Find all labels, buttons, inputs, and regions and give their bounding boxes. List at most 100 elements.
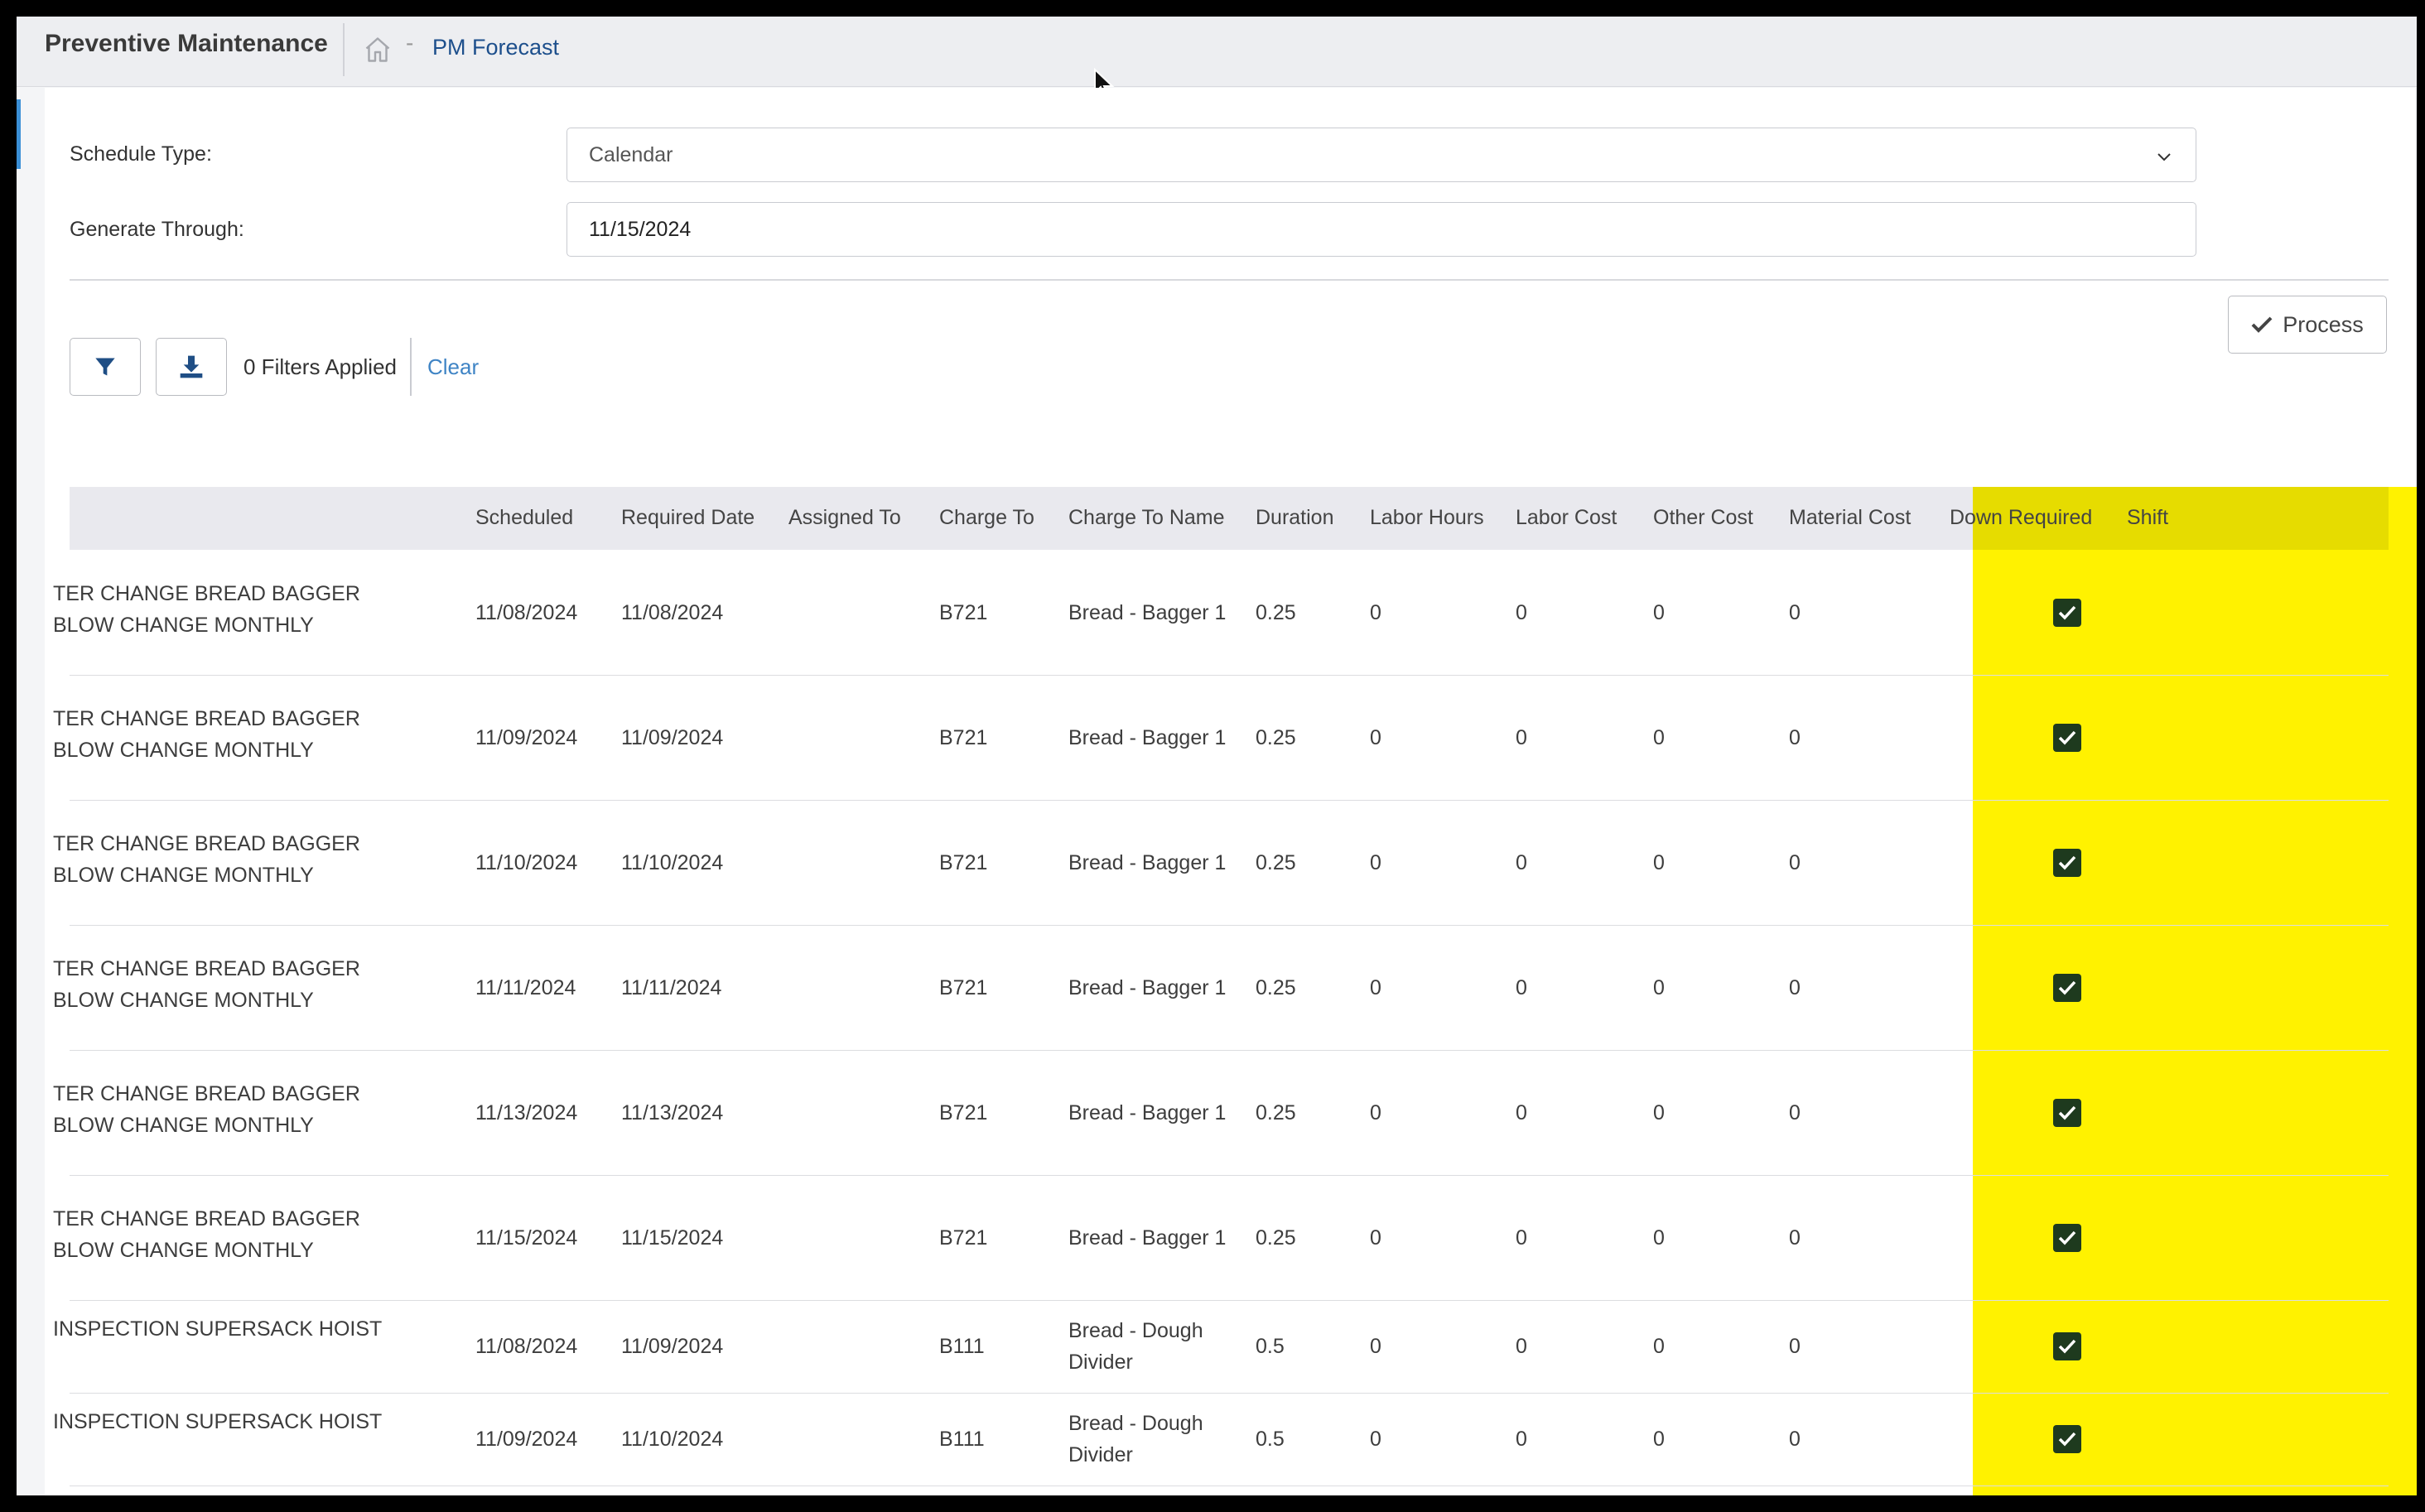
down-required-checkbox[interactable] <box>2053 598 2081 627</box>
filters-applied-text: 0 Filters Applied <box>243 354 397 379</box>
breadcrumb-current[interactable]: PM Forecast <box>432 35 560 60</box>
cell-labor-cost: 0 <box>1516 1428 1527 1451</box>
cell-labor-cost: 0 <box>1516 850 1527 874</box>
cell-description: TER CHANGE BREAD BAGGER BLOW CHANGE MONT… <box>53 1207 360 1262</box>
header-highlight <box>1973 487 2389 550</box>
column-other-cost[interactable]: Other Cost <box>1653 506 1753 529</box>
table-row[interactable]: INSPECTION SUPERSACK HOIST11/10/202411/1… <box>70 1486 2389 1495</box>
filter-button[interactable] <box>70 338 141 396</box>
cell-charge-to-name: Bread - Bagger 1 <box>1068 850 1227 874</box>
process-button[interactable]: Process <box>2228 296 2387 354</box>
down-required-checkbox[interactable] <box>2053 973 2081 1002</box>
page-title: Preventive Maintenance <box>45 30 328 57</box>
checkmark-icon <box>2058 1339 2076 1354</box>
column-labor-hours[interactable]: Labor Hours <box>1370 506 1484 529</box>
cell-description: TER CHANGE BREAD BAGGER BLOW CHANGE MONT… <box>53 707 360 762</box>
cell-other-cost: 0 <box>1653 1428 1665 1451</box>
cell-duration: 0.25 <box>1256 1225 1296 1250</box>
cell-labor-hours: 0 <box>1370 725 1381 749</box>
download-button[interactable] <box>156 338 227 396</box>
schedule-type-value: Calendar <box>589 143 673 166</box>
cell-duration: 0.25 <box>1256 850 1296 874</box>
column-material-cost[interactable]: Material Cost <box>1789 506 1912 529</box>
down-required-checkbox[interactable] <box>2053 1098 2081 1127</box>
cell-scheduled: 11/11/2024 <box>475 975 576 999</box>
grid-header: Scheduled Required Date Assigned To Char… <box>70 487 2389 550</box>
cell-description: INSPECTION SUPERSACK HOIST <box>53 1410 383 1433</box>
clear-filters-link[interactable]: Clear <box>427 354 480 379</box>
cell-labor-cost: 0 <box>1516 1335 1527 1358</box>
cell-labor-hours: 0 <box>1370 1225 1381 1250</box>
cell-material-cost: 0 <box>1789 1428 1801 1451</box>
generate-through-input[interactable]: 11/15/2024 <box>566 202 2196 257</box>
cell-labor-cost: 0 <box>1516 1225 1527 1250</box>
toolbar-divider <box>410 338 412 396</box>
down-required-checkbox[interactable] <box>2053 1223 2081 1252</box>
cell-charge-to-name: Bread - Bagger 1 <box>1068 600 1227 624</box>
column-shift[interactable]: Shift <box>2127 506 2169 529</box>
cell-material-cost: 0 <box>1789 725 1801 749</box>
down-required-checkbox[interactable] <box>2053 723 2081 752</box>
cell-other-cost: 0 <box>1653 725 1665 749</box>
cell-other-cost: 0 <box>1653 1335 1665 1358</box>
column-charge-to[interactable]: Charge To <box>939 506 1034 529</box>
table-row[interactable]: INSPECTION SUPERSACK HOIST 11/08/2024 11/0… <box>53 1300 2389 1394</box>
checkmark-icon <box>2058 855 2076 870</box>
column-scheduled[interactable]: Scheduled <box>475 506 574 529</box>
table-row[interactable]: TER CHANGE BREAD BAGGER BLOW CHANGE MONT… <box>53 925 2389 1051</box>
column-charge-to-name[interactable]: Charge To Name <box>1068 506 1225 529</box>
column-down-required[interactable]: Down Required <box>1950 506 2093 529</box>
schedule-type-select[interactable]: Calendar <box>566 128 2196 182</box>
table-row[interactable]: TER CHANGE BREAD BAGGER BLOW CHANGE MONT… <box>53 550 2389 676</box>
sidebar-edge <box>17 99 21 169</box>
cell-material-cost: 0 <box>1789 975 1801 999</box>
cell-charge-to: B721 <box>939 1100 988 1124</box>
cell-other-cost: 0 <box>1653 1225 1665 1250</box>
cell-required-date: 11/09/2024 <box>621 1335 724 1358</box>
checkmark-icon <box>2058 980 2076 995</box>
column-duration[interactable]: Duration <box>1256 506 1334 529</box>
table-row[interactable]: TER CHANGE BREAD BAGGER BLOW CHANGE MONT… <box>53 800 2389 926</box>
cell-charge-to-name: Bread - Dough Divider <box>1068 1412 1203 1466</box>
cell-labor-hours: 0 <box>1370 850 1381 874</box>
cell-labor-hours: 0 <box>1370 1335 1381 1358</box>
cell-scheduled: 11/10/2024 <box>475 850 578 874</box>
cell-duration: 0.25 <box>1256 1100 1296 1124</box>
cell-material-cost: 0 <box>1789 600 1801 624</box>
cell-scheduled: 11/09/2024 <box>475 725 578 749</box>
cell-duration: 0.25 <box>1256 975 1296 999</box>
cell-material-cost: 0 <box>1789 1335 1801 1358</box>
cell-charge-to-name: Bread - Bagger 1 <box>1068 725 1227 749</box>
down-required-checkbox[interactable] <box>2053 1332 2081 1360</box>
cell-required-date: 11/10/2024 <box>621 850 724 874</box>
down-required-checkbox[interactable] <box>2053 848 2081 877</box>
column-assigned-to[interactable]: Assigned To <box>788 506 901 529</box>
cell-charge-to-name: Bread - Dough Divider <box>1068 1319 1203 1374</box>
cell-labor-cost: 0 <box>1516 725 1527 749</box>
home-icon[interactable] <box>362 35 393 65</box>
column-required-date[interactable]: Required Date <box>621 506 755 529</box>
cell-other-cost: 0 <box>1653 600 1665 624</box>
cell-material-cost: 0 <box>1789 1225 1801 1250</box>
table-row[interactable]: TER CHANGE BREAD BAGGER BLOW CHANGE MONT… <box>53 675 2389 801</box>
cell-scheduled: 11/13/2024 <box>475 1100 578 1124</box>
cell-labor-cost: 0 <box>1516 975 1527 999</box>
table-row[interactable]: INSPECTION SUPERSACK HOIST 11/09/2024 11/1… <box>53 1393 2389 1486</box>
cell-required-date: 11/08/2024 <box>621 600 724 624</box>
cell-duration: 0.25 <box>1256 725 1296 749</box>
cell-charge-to-name: Bread - Bagger 1 <box>1068 975 1227 999</box>
cell-description: TER CHANGE BREAD BAGGER BLOW CHANGE MONT… <box>53 832 360 887</box>
down-required-highlight <box>1973 487 2417 1495</box>
checkmark-icon <box>2058 605 2076 620</box>
table-row[interactable]: TER CHANGE BREAD BAGGER BLOW CHANGE MONT… <box>53 1050 2389 1176</box>
cell-required-date: 11/15/2024 <box>621 1225 724 1250</box>
checkmark-icon <box>2058 1105 2076 1120</box>
down-required-checkbox[interactable] <box>2053 1425 2081 1453</box>
table-row[interactable]: TER CHANGE BREAD BAGGER BLOW CHANGE MONT… <box>53 1175 2389 1301</box>
cell-charge-to: B721 <box>939 850 988 874</box>
checkmark-icon <box>2058 1432 2076 1447</box>
column-labor-cost[interactable]: Labor Cost <box>1516 506 1617 529</box>
filter-icon <box>95 358 115 376</box>
cell-required-date: 11/13/2024 <box>621 1100 724 1124</box>
cell-labor-cost: 0 <box>1516 600 1527 624</box>
